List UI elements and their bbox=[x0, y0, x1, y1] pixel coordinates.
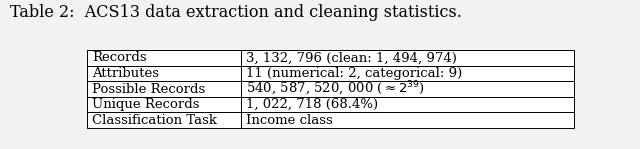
Bar bbox=[241, 81, 573, 97]
Text: 540, 587, 520, 000 ($\approx 2^{39}$): 540, 587, 520, 000 ($\approx 2^{39}$) bbox=[246, 80, 424, 98]
Bar bbox=[88, 81, 241, 97]
Text: Classification Task: Classification Task bbox=[92, 114, 218, 127]
Text: Income class: Income class bbox=[246, 114, 332, 127]
Text: Unique Records: Unique Records bbox=[92, 98, 200, 111]
Text: 1, 022, 718 (68.4%): 1, 022, 718 (68.4%) bbox=[246, 98, 378, 111]
Bar bbox=[241, 112, 573, 128]
Text: Possible Records: Possible Records bbox=[92, 83, 205, 96]
Text: Records: Records bbox=[92, 51, 147, 64]
Bar bbox=[88, 50, 241, 66]
Text: 3, 132, 796 (clean: 1, 494, 974): 3, 132, 796 (clean: 1, 494, 974) bbox=[246, 51, 456, 64]
Bar bbox=[88, 97, 241, 112]
Bar bbox=[241, 66, 573, 81]
Bar bbox=[88, 66, 241, 81]
Text: Attributes: Attributes bbox=[92, 67, 159, 80]
Bar bbox=[241, 50, 573, 66]
Text: 11 (numerical: 2, categorical: 9): 11 (numerical: 2, categorical: 9) bbox=[246, 67, 462, 80]
Text: Table 2:  ACS13 data extraction and cleaning statistics.: Table 2: ACS13 data extraction and clean… bbox=[10, 4, 461, 21]
Bar bbox=[88, 112, 241, 128]
Bar bbox=[241, 97, 573, 112]
